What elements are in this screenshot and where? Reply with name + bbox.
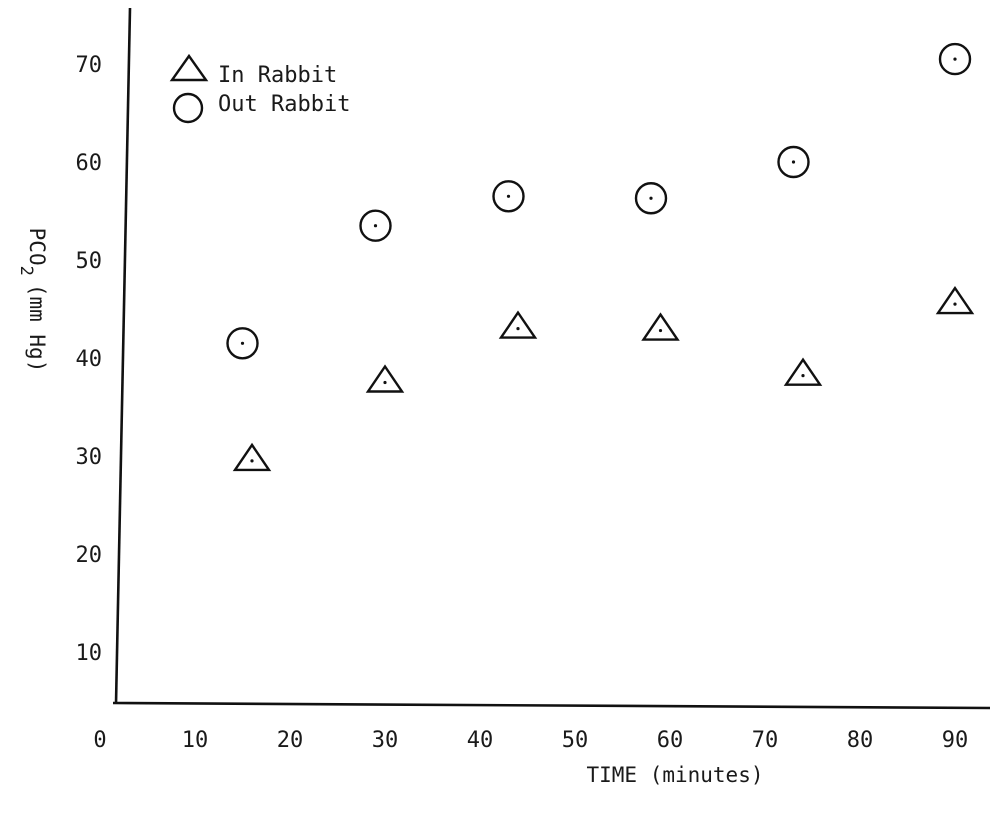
legend-item-out-rabbit: Out Rabbit [172, 92, 350, 124]
in-rabbit-point [935, 285, 975, 315]
y-tick-label: 20 [76, 543, 103, 568]
triangle-marker [641, 312, 680, 341]
x-axis-line [112, 701, 991, 710]
y-tick-label: 40 [76, 347, 103, 372]
center-dot [801, 374, 805, 378]
triangle-marker [498, 310, 538, 339]
triangle-marker [935, 285, 975, 315]
legend-label-in-rabbit: In Rabbit [218, 63, 337, 88]
circle-marker [359, 209, 392, 242]
x-tick-label: 20 [277, 728, 304, 753]
center-dot [791, 160, 796, 164]
out-rabbit-point [359, 209, 392, 242]
in-rabbit-point [365, 364, 405, 393]
x-tick-labels: 0 10 20 30 40 50 60 70 80 90 [93, 728, 968, 753]
data-points [226, 42, 975, 472]
circle-marker [938, 42, 972, 76]
y-axis-title: PCO2 (mm Hg) [16, 228, 49, 373]
y-tick-label: 30 [76, 445, 103, 470]
center-dot [649, 196, 653, 200]
in-rabbit-point [641, 312, 680, 341]
x-tick-label: 70 [752, 728, 779, 753]
legend: In Rabbit Out Rabbit [169, 53, 350, 124]
y-axis-title-units: (mm Hg) [25, 284, 49, 373]
center-dot [383, 380, 387, 385]
y-tick-label: 70 [76, 53, 103, 78]
circle-marker [777, 145, 810, 179]
y-tick-labels: 10 20 30 40 50 60 70 [76, 53, 103, 666]
y-tick-label: 60 [76, 151, 103, 176]
legend-circle-icon [172, 92, 204, 124]
out-rabbit-point [492, 180, 525, 213]
x-tick-label: 60 [657, 728, 684, 753]
x-tick-label: 10 [182, 728, 209, 753]
x-tick-label: 80 [847, 728, 874, 753]
x-tick-label: 90 [942, 728, 969, 753]
x-tick-label: 0 [93, 728, 106, 753]
triangle-marker [783, 357, 823, 386]
center-dot [240, 341, 245, 345]
out-rabbit-point [634, 182, 668, 215]
svg-text:PCO2(mm Hg): PCO2 (mm Hg) [16, 228, 49, 373]
out-rabbit-point [938, 42, 972, 76]
out-rabbit-point [777, 145, 810, 179]
legend-triangle-icon [169, 53, 209, 82]
center-dot [953, 57, 957, 61]
center-dot [250, 459, 254, 463]
center-dot [658, 328, 663, 333]
center-dot [373, 224, 378, 228]
circle-marker [492, 180, 525, 213]
in-rabbit-point [783, 357, 823, 386]
in-rabbit-point [498, 310, 538, 339]
circle-marker [634, 182, 668, 215]
x-tick-label: 30 [372, 728, 399, 753]
y-axis-line [114, 7, 132, 705]
in-rabbit-point [232, 442, 272, 472]
y-axis-title-subscript: 2 [16, 266, 36, 276]
x-tick-label: 50 [562, 728, 589, 753]
x-axis-title: TIME (minutes) [586, 763, 763, 787]
center-dot [516, 327, 520, 331]
triangle-marker [365, 364, 405, 393]
center-dot [506, 194, 511, 198]
triangle-marker [232, 442, 272, 472]
axes [112, 7, 991, 710]
legend-label-out-rabbit: Out Rabbit [218, 92, 350, 117]
y-tick-label: 50 [76, 249, 103, 274]
x-tick-label: 40 [467, 728, 494, 753]
y-tick-label: 10 [76, 641, 103, 666]
center-dot [953, 302, 957, 306]
circle-marker [226, 327, 259, 360]
legend-item-in-rabbit: In Rabbit [169, 53, 337, 88]
y-axis-title-main: PCO [25, 228, 49, 266]
out-rabbit-point [226, 327, 259, 360]
